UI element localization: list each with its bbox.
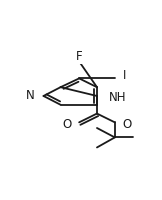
Text: N: N (25, 89, 34, 102)
Text: I: I (122, 69, 126, 82)
Text: NH: NH (109, 91, 126, 104)
Text: O: O (62, 118, 71, 131)
Text: O: O (122, 118, 132, 131)
Text: F: F (76, 50, 82, 63)
